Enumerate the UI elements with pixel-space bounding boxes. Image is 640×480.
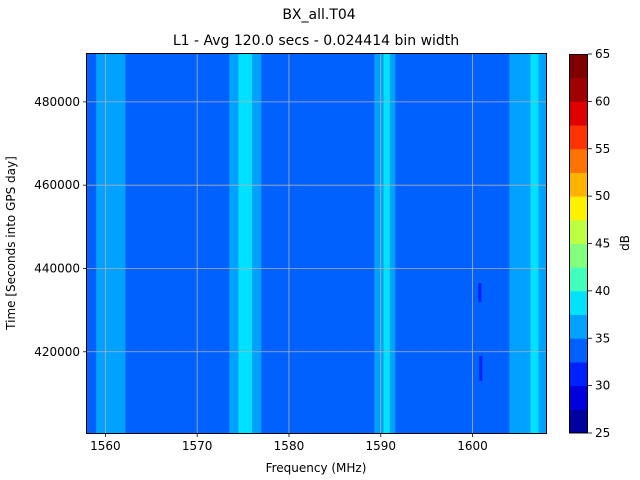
- colorbar-label: dB: [618, 235, 632, 251]
- chart-subtitle: L1 - Avg 120.0 secs - 0.024414 bin width: [173, 33, 459, 49]
- colorbar-segment: [569, 338, 588, 363]
- colorbar-tick-label: 30: [595, 379, 610, 393]
- y-axis-label: Time [Seconds into GPS day]: [4, 156, 18, 331]
- heatmap-band: [87, 54, 97, 433]
- heatmap-band: [389, 54, 396, 433]
- colorbar-segment: [569, 267, 588, 292]
- colorbar-tick-label: 60: [595, 94, 610, 108]
- x-tick-label: 1560: [90, 439, 121, 453]
- x-tick-label: 1590: [365, 439, 396, 453]
- colorbar-tick-label: 40: [595, 284, 610, 298]
- colorbar-segment: [569, 385, 588, 410]
- heatmap-band: [538, 54, 546, 433]
- x-axis: 1560 1570 1580 1590 1600: [90, 433, 488, 453]
- heatmap-band: [530, 54, 539, 433]
- colorbar-segment: [569, 219, 588, 244]
- x-axis-label: Frequency (MHz): [266, 461, 367, 475]
- x-tick-label: 1580: [274, 439, 305, 453]
- colorbar-segment: [569, 290, 588, 316]
- x-tick-label: 1570: [182, 439, 213, 453]
- y-tick-label: 480000: [34, 95, 80, 109]
- colorbar-segment: [569, 54, 588, 79]
- colorbar: 25 30 35 40 45 50 55 60 65: [569, 47, 610, 440]
- colorbar-tick-label: 45: [595, 237, 610, 251]
- plot-frame: [86, 53, 547, 434]
- heatmap-band: [383, 54, 390, 433]
- heatmap-band: [261, 54, 375, 433]
- chart-title: BX_all.T04: [282, 7, 355, 23]
- colorbar-segment: [569, 243, 588, 268]
- colorbar-segment: [569, 361, 588, 387]
- colorbar-tick-label: 35: [595, 331, 610, 345]
- colorbar-tick-label: 25: [595, 426, 610, 440]
- heatmap-band: [509, 54, 524, 433]
- x-tick-label: 1600: [457, 439, 488, 453]
- colorbar-tick-label: 65: [595, 47, 610, 61]
- colorbar-segment: [569, 148, 588, 173]
- heatmap-band: [523, 54, 531, 433]
- heatmap-band: [238, 54, 253, 433]
- heatmap-band: [252, 54, 262, 433]
- colorbar-segment: [569, 125, 588, 150]
- colorbar-segment: [569, 101, 588, 126]
- heatmap-band: [125, 54, 230, 433]
- heatmap-band: [96, 54, 126, 433]
- colorbar-segment: [569, 314, 588, 339]
- heatmap-plot-area: [87, 54, 546, 433]
- colorbar-segment: [569, 172, 588, 197]
- heatmap-band: [374, 54, 384, 433]
- colorbar-segment: [569, 409, 588, 434]
- colorbar-segment: [569, 77, 588, 102]
- heatmap-band: [395, 54, 510, 433]
- y-tick-label: 460000: [34, 178, 80, 192]
- colorbar-frame: [569, 54, 588, 433]
- y-tick-label: 440000: [34, 261, 80, 275]
- heatmap-feature: [479, 355, 483, 381]
- heatmap-feature: [478, 283, 482, 302]
- colorbar-tick-label: 50: [595, 189, 610, 203]
- colorbar-segment: [569, 196, 588, 221]
- y-axis: 420000 440000 460000 480000: [34, 95, 87, 359]
- colorbar-tick-label: 55: [595, 142, 610, 156]
- heatmap-band: [229, 54, 239, 433]
- y-tick-label: 420000: [34, 345, 80, 359]
- grid-lines: [87, 54, 546, 433]
